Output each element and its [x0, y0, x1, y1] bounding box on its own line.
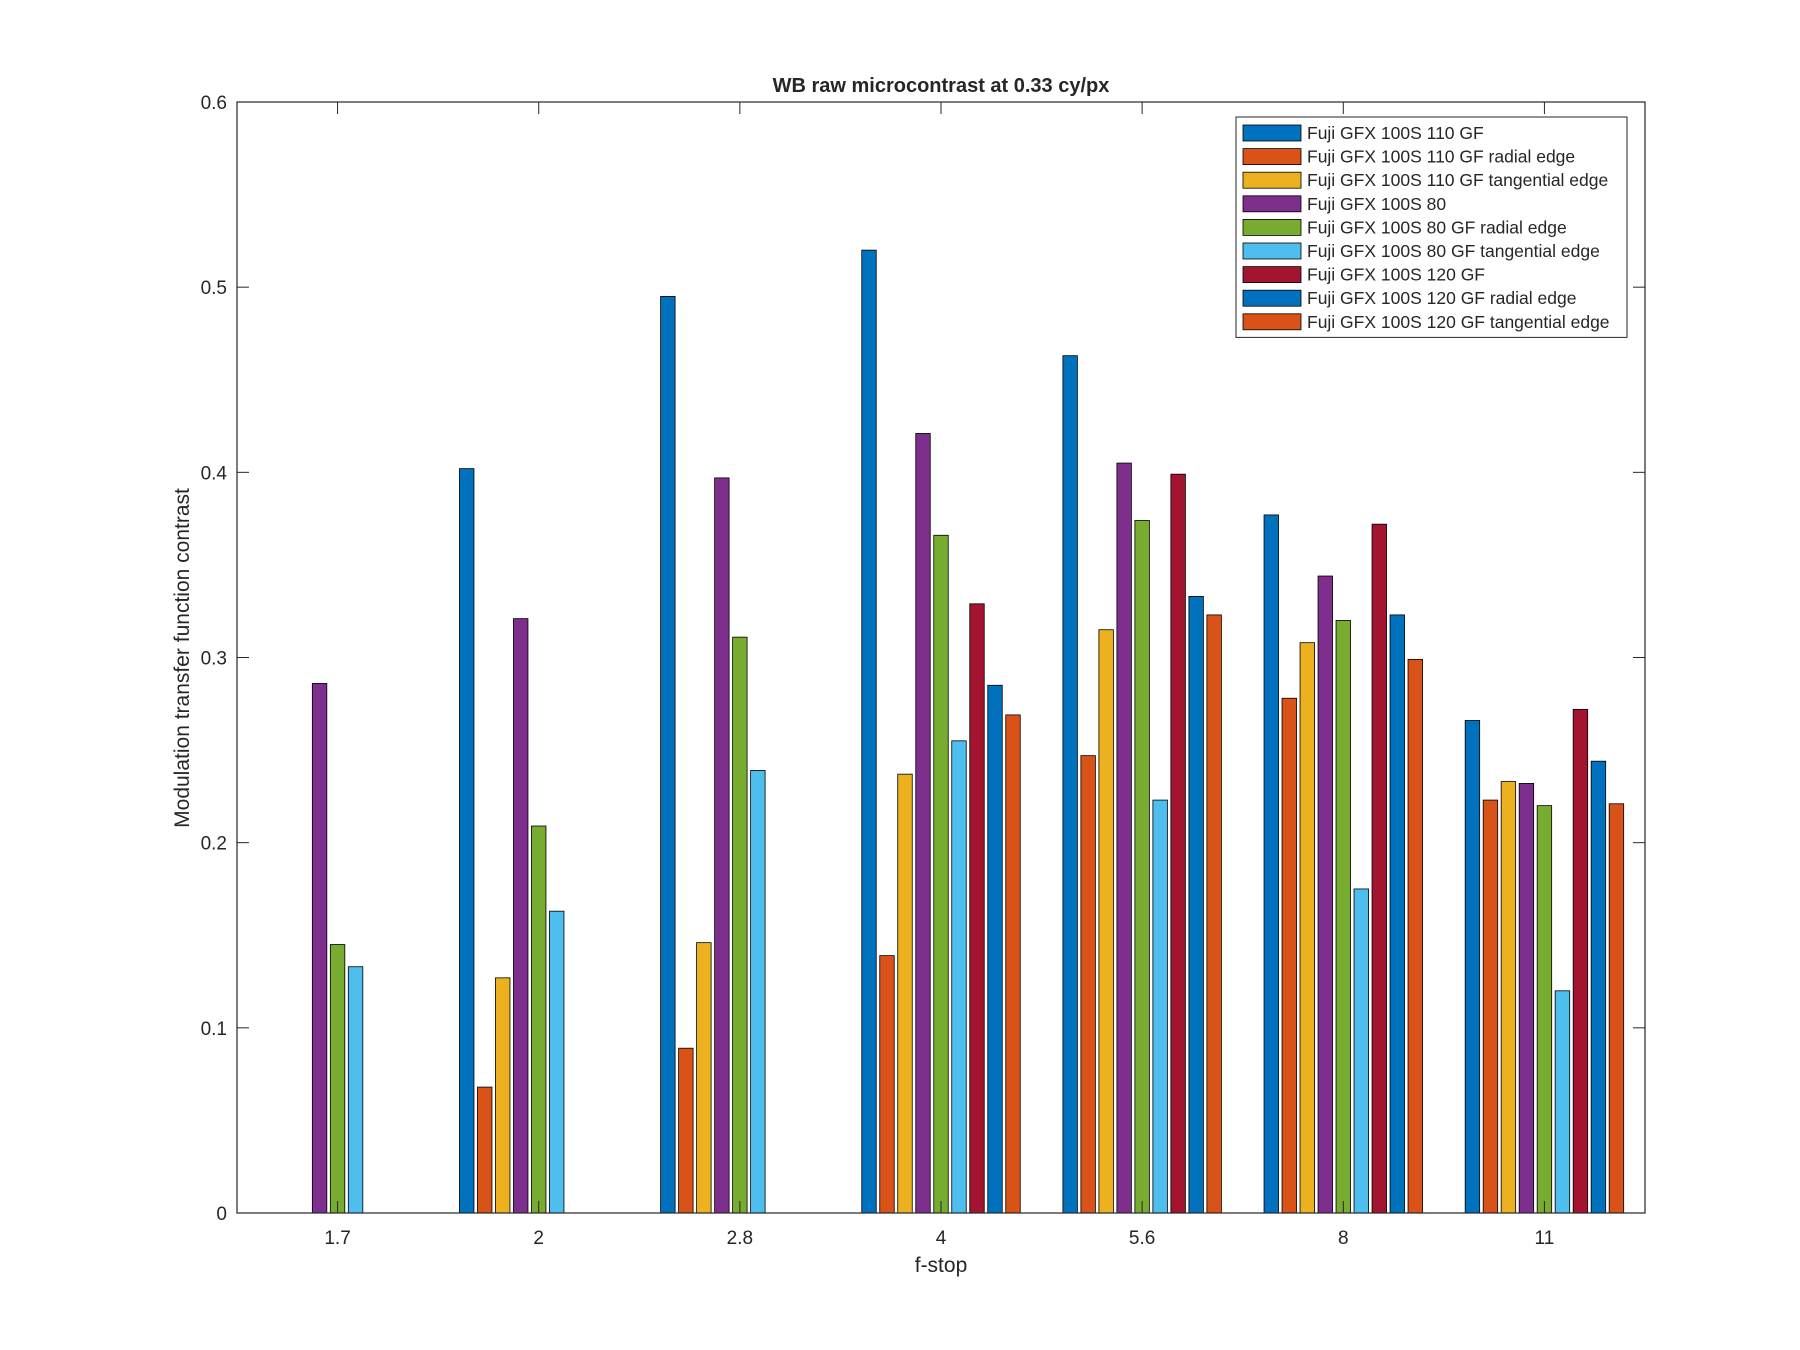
legend-label: Fuji GFX 100S 120 GF radial edge — [1307, 288, 1576, 308]
bar — [1536, 805, 1553, 1214]
bar — [1482, 799, 1499, 1214]
bar — [1152, 799, 1168, 1214]
y-tick-label: 0.2 — [201, 834, 227, 855]
legend-label: Fuji GFX 100S 120 GF — [1307, 265, 1485, 285]
legend-swatch — [1242, 218, 1302, 236]
bar — [1170, 473, 1186, 1214]
bar — [696, 942, 712, 1214]
bar — [933, 534, 949, 1214]
x-tick-label: 11 — [1535, 1228, 1555, 1249]
bar — [477, 1086, 493, 1214]
bar — [1590, 760, 1607, 1214]
y-axis: 0 0.1 0.2 0.3 0.4 0.5 0.6 — [201, 93, 1645, 1225]
x-tick-label: 5.6 — [1129, 1228, 1155, 1249]
bar — [1134, 520, 1150, 1214]
bar — [1389, 614, 1405, 1214]
y-axis-label: Modulation transfer function contrast — [171, 488, 194, 828]
bar — [861, 249, 877, 1214]
x-tick-label: 2.8 — [727, 1228, 753, 1249]
bar — [879, 955, 895, 1214]
bar — [1188, 595, 1204, 1214]
y-tick-label: 0.4 — [201, 463, 228, 484]
x-tick-label: 8 — [1338, 1228, 1349, 1249]
bar — [969, 603, 985, 1214]
legend-swatch — [1242, 124, 1302, 142]
legend-label: Fuji GFX 100S 120 GF tangential edge — [1307, 312, 1610, 332]
bar — [732, 636, 748, 1214]
bar — [1500, 781, 1517, 1214]
bar — [311, 683, 328, 1214]
bar — [1608, 803, 1625, 1214]
bar — [714, 477, 730, 1214]
y-tick-label: 0 — [216, 1204, 227, 1225]
bar — [1371, 523, 1387, 1214]
bar — [1335, 620, 1351, 1214]
legend-label: Fuji GFX 100S 110 GF tangential edge — [1307, 170, 1608, 190]
bar — [915, 433, 931, 1214]
bar — [1062, 355, 1078, 1214]
x-tick-label: 1.7 — [324, 1228, 350, 1249]
legend-label: Fuji GFX 100S 80 — [1307, 194, 1446, 214]
y-tick-label: 0.3 — [201, 649, 227, 670]
legend-label: Fuji GFX 100S 80 GF radial edge — [1307, 217, 1567, 237]
bar — [1098, 629, 1114, 1214]
bar — [1353, 888, 1369, 1214]
x-axis: 1.7 2 2.8 4 5.6 8 11 — [324, 102, 1554, 1249]
bar — [1281, 697, 1297, 1214]
x-tick-label: 4 — [936, 1228, 947, 1249]
y-tick-label: 0.6 — [201, 93, 227, 114]
bar — [660, 296, 676, 1214]
bar — [329, 944, 346, 1214]
legend-swatch — [1242, 171, 1302, 189]
bar — [347, 966, 364, 1214]
bar — [1518, 783, 1535, 1214]
legend-label: Fuji GFX 100S 110 GF radial edge — [1307, 147, 1575, 167]
legend-swatch — [1242, 242, 1302, 260]
bar — [678, 1047, 694, 1214]
bar — [1080, 755, 1096, 1214]
legend-swatch — [1242, 148, 1302, 166]
bar — [513, 618, 529, 1214]
bar — [1116, 462, 1132, 1214]
bar — [1005, 714, 1021, 1214]
chart-title: WB raw microcontrast at 0.33 cy/px — [773, 75, 1110, 97]
legend-label: Fuji GFX 100S 110 GF — [1307, 123, 1484, 143]
bar — [1407, 658, 1423, 1214]
x-tick-label: 2 — [533, 1228, 544, 1249]
bar — [897, 773, 913, 1214]
legend: Fuji GFX 100S 110 GF Fuji GFX 100S 110 GF… — [1235, 116, 1628, 338]
legend-swatch — [1242, 289, 1302, 307]
bar — [1554, 990, 1571, 1214]
bar — [951, 740, 967, 1214]
bar — [1206, 614, 1222, 1214]
legend-swatch — [1242, 266, 1302, 284]
legend-swatch — [1242, 313, 1302, 331]
legend-label: Fuji GFX 100S 80 GF tangential edge — [1307, 241, 1600, 261]
bar — [1317, 575, 1333, 1214]
x-axis-label: f-stop — [915, 1254, 968, 1277]
bar — [459, 468, 475, 1214]
bar — [1263, 514, 1279, 1214]
bar — [987, 684, 1003, 1214]
bar — [1572, 708, 1589, 1214]
y-tick-label: 0.1 — [201, 1019, 227, 1040]
bar — [750, 770, 766, 1214]
bar — [1299, 642, 1315, 1214]
legend-swatch — [1242, 195, 1302, 213]
bar — [549, 910, 565, 1214]
bar — [531, 825, 547, 1214]
bar — [495, 977, 511, 1214]
y-tick-label: 0.5 — [201, 278, 227, 299]
bar — [1464, 720, 1481, 1214]
